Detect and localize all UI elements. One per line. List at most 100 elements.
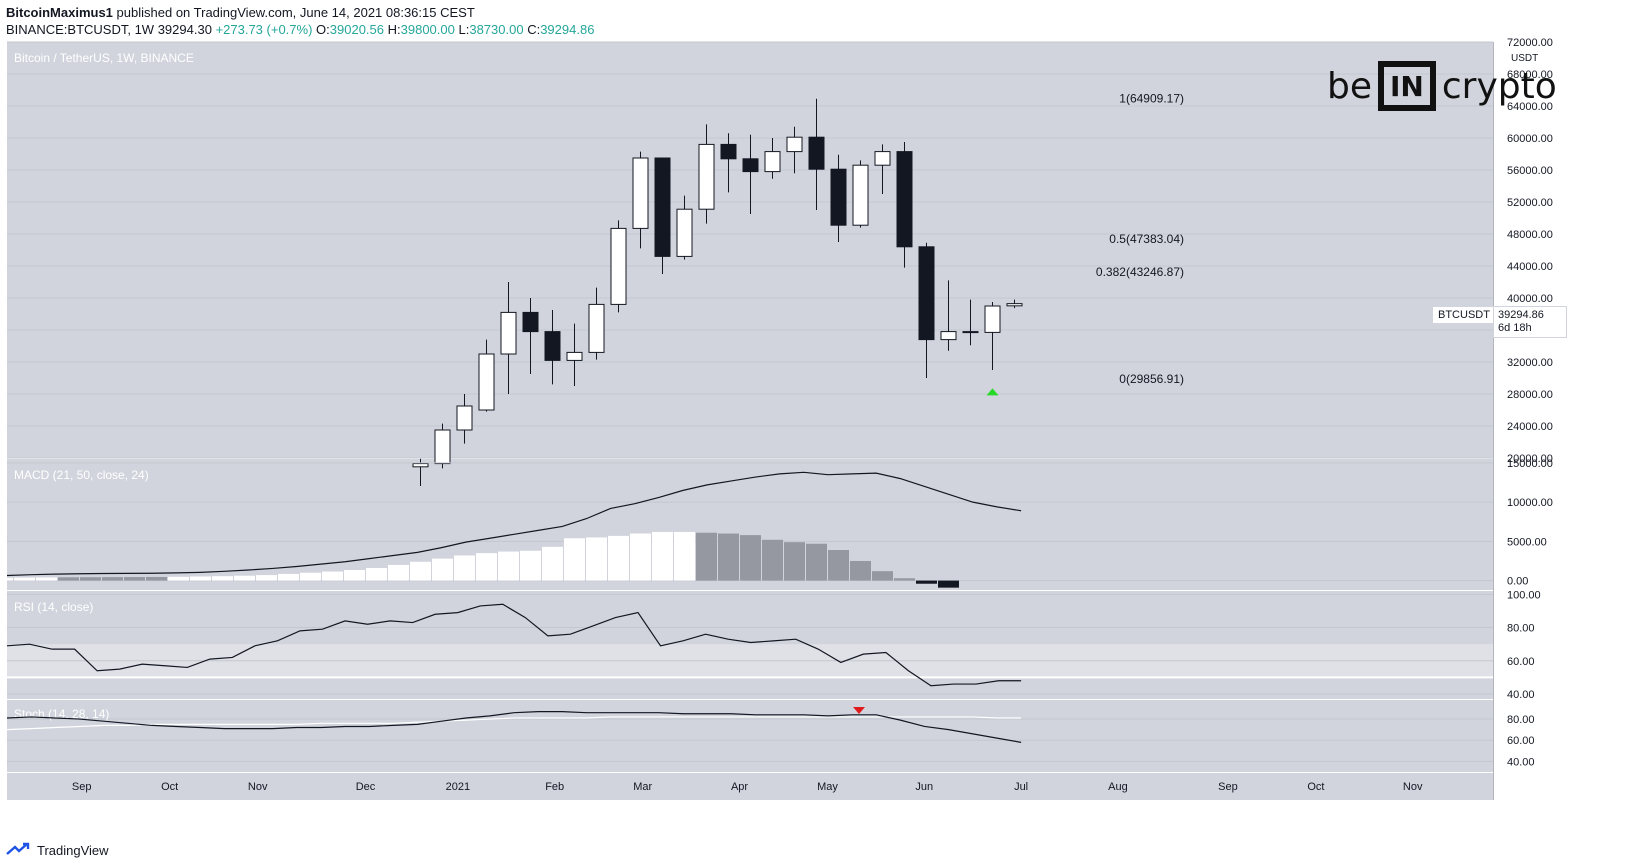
candle-body <box>830 168 847 226</box>
price-tick-label: 48000.00 <box>1507 229 1553 241</box>
macd-histogram-bar <box>234 575 255 581</box>
time-axis-label: Jul <box>1014 781 1028 793</box>
stoch-axis-bg <box>1493 700 1567 772</box>
time-axis-label: Feb <box>545 781 564 793</box>
macd-histogram-bar <box>366 568 387 581</box>
macd-histogram-bar <box>454 555 475 581</box>
rsi-axis-bg <box>1493 591 1567 699</box>
candle-body <box>852 164 869 226</box>
candle-body <box>1006 303 1023 307</box>
beincrypto-logo: be IN crypto <box>1327 58 1557 114</box>
low-label: L: <box>458 22 470 37</box>
open-label: O: <box>316 22 330 37</box>
macd-histogram-bar <box>432 558 453 581</box>
macd-histogram-bar <box>674 531 695 581</box>
candle-body <box>566 351 583 361</box>
macd-histogram-bar <box>498 551 519 581</box>
macd-histogram-bar <box>806 543 827 581</box>
macd-histogram-bar <box>718 533 739 581</box>
tradingview-footer[interactable]: TradingView <box>6 842 109 858</box>
bullish-marker <box>986 388 999 396</box>
price-change: +273.73 (+0.7%) <box>215 22 313 37</box>
time-axis-label: Sep <box>1218 781 1238 793</box>
macd-histogram-bar <box>344 569 365 581</box>
macd-histogram-bar <box>146 576 167 581</box>
candle-body <box>522 311 539 333</box>
candle-body <box>962 331 979 334</box>
time-axis-label: Mar <box>633 781 652 793</box>
price-unit-label: USDT <box>1511 53 1538 64</box>
candle-body <box>478 353 495 411</box>
tradingview-brand: TradingView <box>37 842 109 858</box>
time-axis-label: 2021 <box>446 781 470 793</box>
macd-histogram-bar <box>476 553 497 581</box>
price-pane-bg <box>7 42 1493 458</box>
time-axis-label: Apr <box>731 781 748 793</box>
rsi-tick-label: 60.00 <box>1507 656 1535 668</box>
candle-body <box>456 405 473 431</box>
macd-histogram-bar <box>124 577 145 581</box>
rsi-title: RSI (14, close) <box>14 600 93 614</box>
candle-body <box>412 463 429 468</box>
candle-body <box>918 246 935 341</box>
macd-tick-label: 5000.00 <box>1507 536 1547 548</box>
macd-tick-label: 10000.00 <box>1507 497 1553 509</box>
macd-histogram-bar <box>938 580 959 588</box>
time-axis-label: Oct <box>1307 781 1324 793</box>
candle-body <box>500 311 517 355</box>
stoch-title: Stoch (14, 28, 14) <box>14 707 109 721</box>
time-axis-label: May <box>817 781 838 793</box>
macd-histogram-bar <box>894 578 915 581</box>
last-price-tag-value: 39294.86 <box>1498 309 1544 321</box>
price-tick-label: 44000.00 <box>1507 261 1553 273</box>
time-axis-label: Nov <box>1403 781 1423 793</box>
macd-histogram-bar <box>872 571 893 581</box>
macd-histogram-bar <box>630 533 651 581</box>
macd-histogram-bar <box>102 577 123 581</box>
author-name[interactable]: BitcoinMaximus1 <box>6 5 113 20</box>
macd-histogram-bar <box>564 538 585 581</box>
time-axis-bg <box>7 773 1493 800</box>
stoch-tick-label: 80.00 <box>1507 714 1535 726</box>
stoch-k-line <box>6 711 1022 743</box>
macd-histogram-bar <box>740 535 761 581</box>
logo-text-right: crypto <box>1441 65 1557 107</box>
macd-histogram-bar <box>850 560 871 581</box>
logo-text-left: be <box>1327 65 1372 107</box>
macd-title: MACD (21, 50, close, 24) <box>14 468 149 482</box>
fib-level-label: 1(64909.17) <box>1119 92 1184 106</box>
last-price: 39294.30 <box>157 22 212 37</box>
macd-histogram-bar <box>190 576 211 581</box>
rsi-tick-label: 40.00 <box>1507 689 1535 701</box>
rsi-tick-label: 80.00 <box>1507 623 1535 635</box>
price-tick-label: 20000.00 <box>1507 453 1553 465</box>
macd-histogram-bar <box>58 577 79 581</box>
time-axis-label: Dec <box>356 781 376 793</box>
candle-body <box>808 136 825 170</box>
price-tick-label: 40000.00 <box>1507 293 1553 305</box>
macd-histogram-bar <box>762 539 783 581</box>
macd-histogram-bar <box>212 576 233 581</box>
candle-body <box>940 331 957 341</box>
tradingview-logo-icon <box>6 842 30 855</box>
price-tick-label: 24000.00 <box>1507 421 1553 433</box>
fib-level-label: 0.382(43246.87) <box>1096 265 1184 279</box>
candle-body <box>676 208 693 257</box>
candle-body <box>764 151 781 173</box>
time-axis-label: Nov <box>248 781 268 793</box>
price-tick-label: 52000.00 <box>1507 197 1553 209</box>
candle-body <box>874 151 891 166</box>
macd-histogram-bar <box>36 577 57 581</box>
price-tick-label: 68000.00 <box>1507 69 1553 81</box>
time-axis-label: Aug <box>1108 781 1128 793</box>
stoch-tick-label: 40.00 <box>1507 756 1535 768</box>
candle-body <box>984 305 1001 333</box>
time-axis-label: Sep <box>72 781 92 793</box>
price-tick-label: 64000.00 <box>1507 101 1553 113</box>
macd-histogram-bar <box>410 561 431 581</box>
macd-histogram-bar <box>916 580 937 584</box>
macd-line <box>6 471 1022 577</box>
macd-axis-bg <box>1493 459 1567 590</box>
macd-histogram-bar <box>256 575 277 581</box>
